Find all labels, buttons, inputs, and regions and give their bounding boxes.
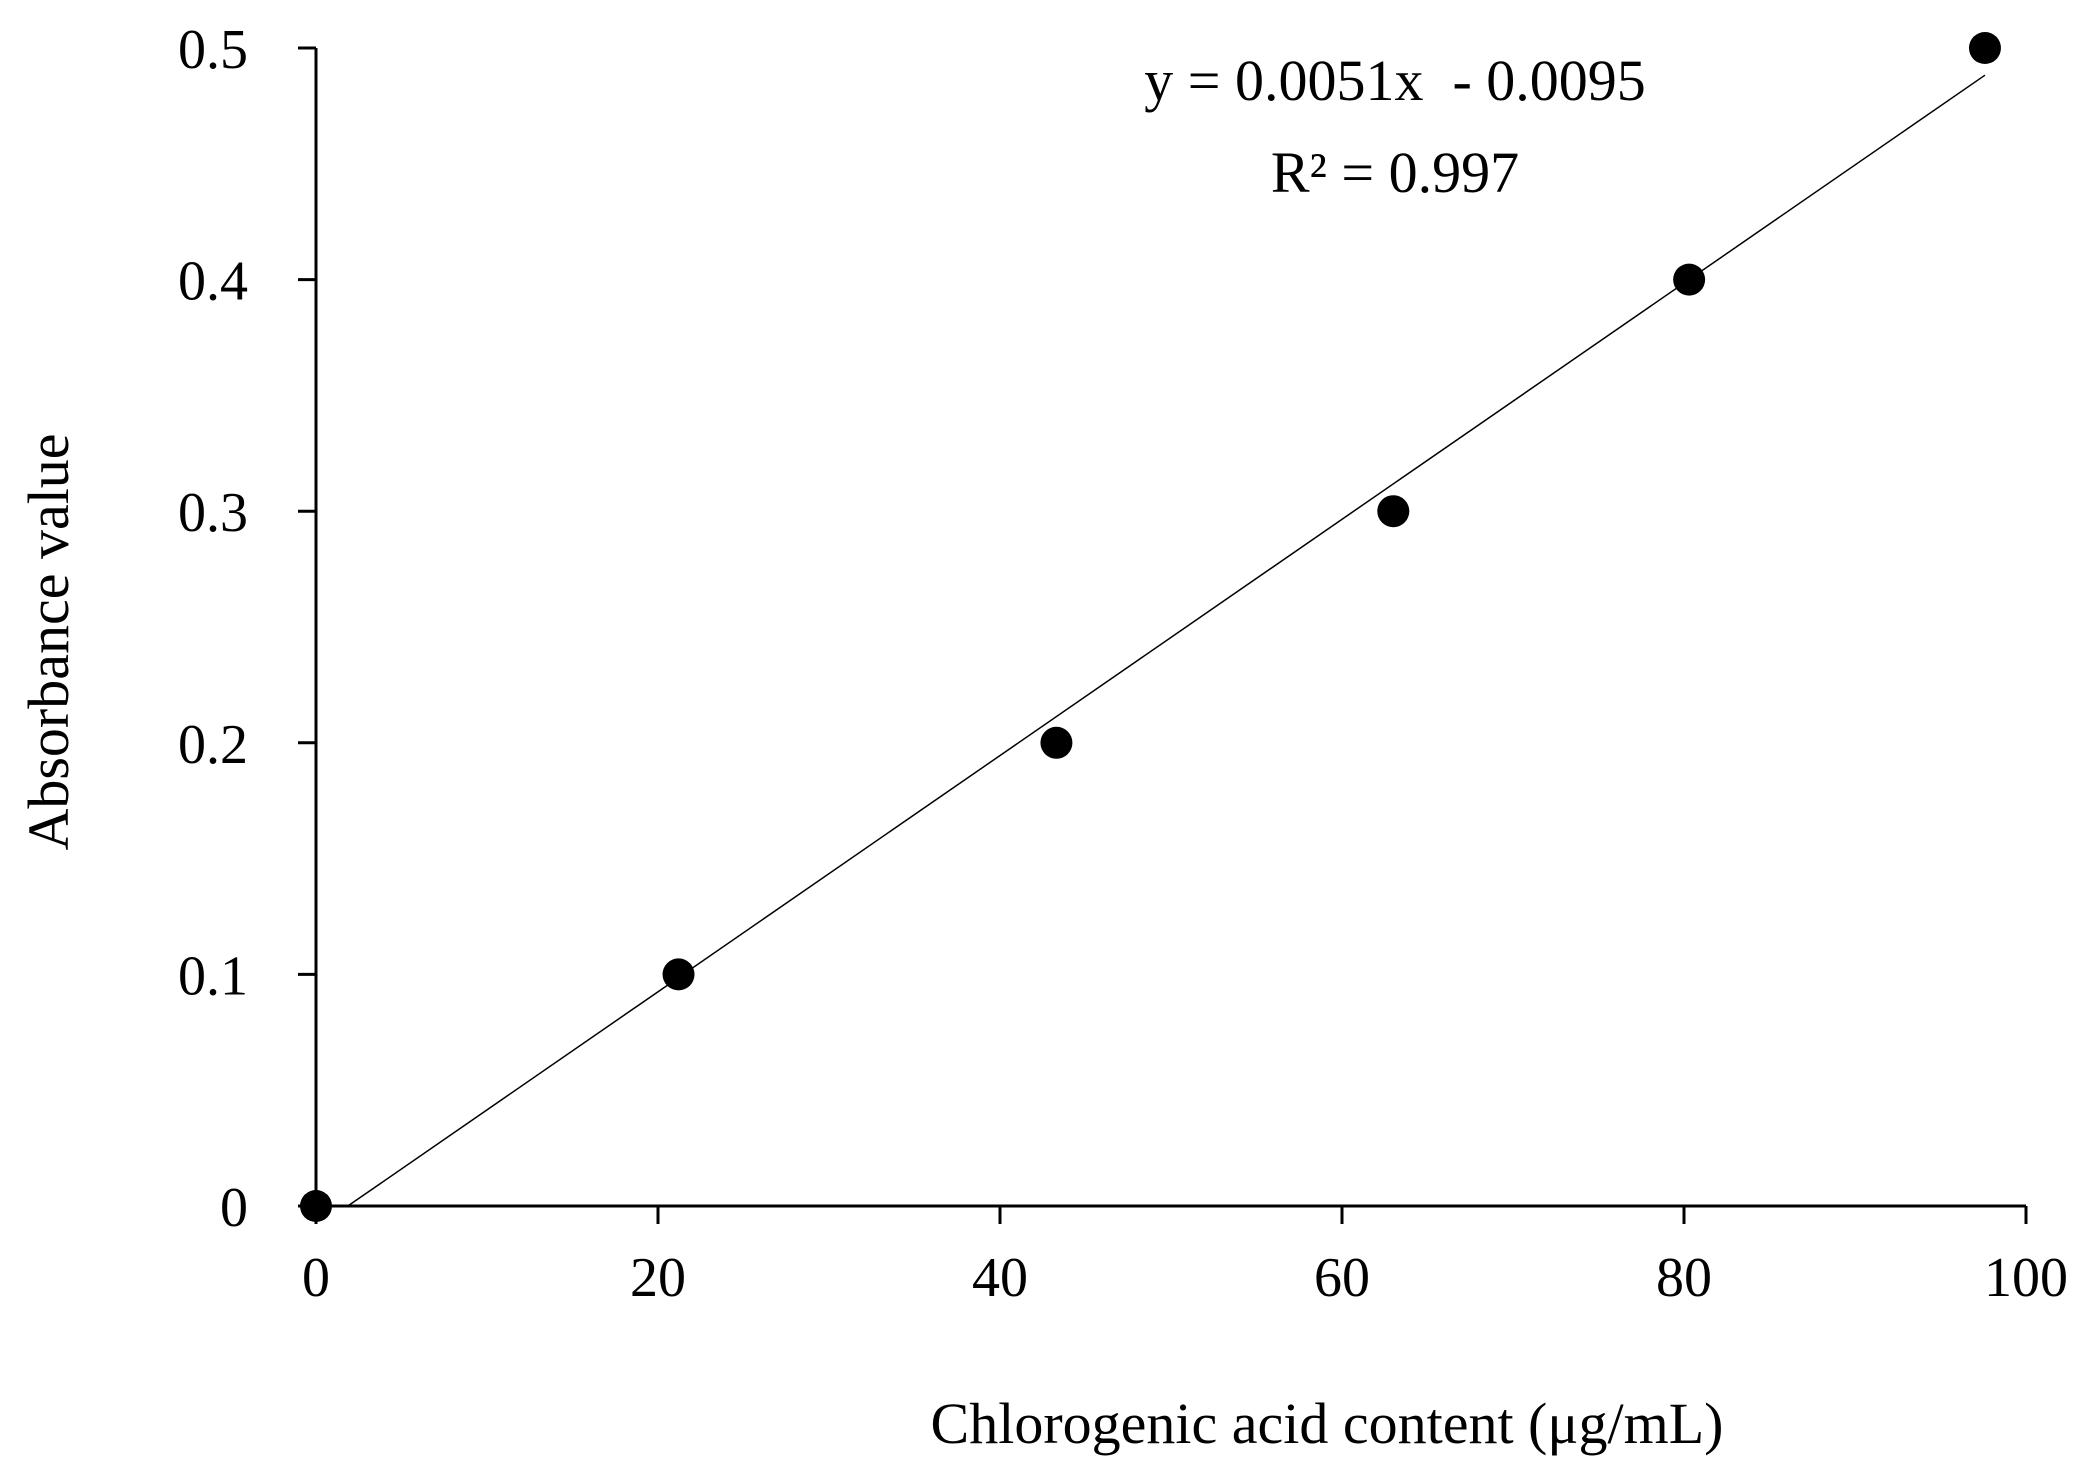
data-point [1040, 726, 1073, 759]
x-axis-ticks: 0 20 40 60 80 100 [302, 1206, 2068, 1309]
x-tick-label: 100 [1984, 1247, 2068, 1309]
data-point [1968, 32, 2001, 64]
axes [314, 48, 2026, 1208]
x-tick-label: 40 [972, 1247, 1028, 1309]
y-tick-label: 0.3 [178, 482, 248, 544]
x-tick-label: 80 [1656, 1247, 1712, 1309]
data-point [1673, 263, 1706, 296]
regression-equation: y = 0.0051x - 0.0095 [1144, 48, 1646, 113]
data-point [1377, 495, 1410, 528]
x-tick-label: 0 [302, 1247, 330, 1309]
y-tick-label: 0.1 [178, 945, 248, 1007]
r-squared-label: R² = 0.997 [1271, 140, 1519, 205]
y-tick-label: 0.4 [178, 251, 248, 313]
y-axis-title: Absorbance value [16, 433, 81, 850]
trend-line [347, 74, 1986, 1207]
data-point [300, 1190, 332, 1222]
x-tick-label: 60 [1314, 1247, 1370, 1309]
y-tick-label: 0 [220, 1177, 248, 1239]
y-tick-label: 0.2 [178, 714, 248, 776]
y-tick-label: 0.5 [178, 19, 248, 81]
data-points [300, 32, 2001, 1222]
x-axis-title: Chlorogenic acid content (μg/mL) [931, 1391, 1724, 1456]
y-axis-ticks: 0 0.1 0.2 0.3 0.4 0.5 [178, 19, 316, 1239]
data-point [662, 958, 695, 991]
x-tick-label: 20 [630, 1247, 686, 1309]
